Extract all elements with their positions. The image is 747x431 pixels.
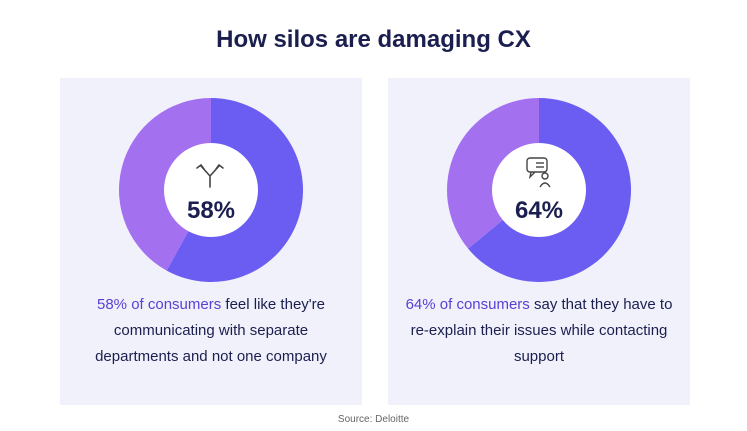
caption-highlight: 64% of consumers xyxy=(405,296,530,313)
center-label: 58% xyxy=(187,197,235,224)
caption-highlight: 58% of consumers xyxy=(97,296,222,313)
source: Source: Deloitte xyxy=(337,414,410,425)
donut-slice xyxy=(446,98,539,249)
page-title: How silos are damaging CX xyxy=(216,26,531,53)
caption-text: say that they have to re-explain their i… xyxy=(410,296,673,365)
caption: 64% of consumers say that they have to r… xyxy=(404,292,674,370)
caption: 58% of consumers feel like they're commu… xyxy=(76,292,346,370)
split-icon xyxy=(196,163,224,188)
caption-text: feel like they're communicating with sep… xyxy=(95,296,327,365)
chat-icon xyxy=(526,157,551,188)
center-label: 64% xyxy=(515,197,563,224)
donut-hole xyxy=(164,143,258,237)
donut-hole xyxy=(492,143,586,237)
